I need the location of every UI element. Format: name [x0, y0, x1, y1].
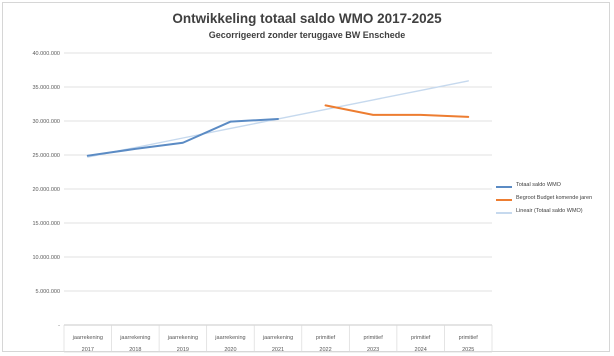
x-tick-label: 2023 [367, 347, 379, 353]
x-tick-label: 2025 [462, 347, 474, 353]
legend-label-lineair: Lineair (Totaal saldo WMO) [516, 208, 583, 214]
legend-item-begroot-budget: Begroot Budget komende jaren [496, 194, 612, 207]
x-tick-label: jaarrekening [72, 335, 103, 341]
legend-label-totaal-saldo: Totaal saldo WMO [516, 182, 561, 188]
y-tick-label: 25.000.000 [32, 153, 60, 159]
legend-swatch-begroot-budget [496, 199, 512, 201]
chart-legend: Totaal saldo WMO Begroot Budget komende … [496, 181, 612, 220]
y-tick-label: 5.000.000 [36, 289, 60, 295]
y-tick-label: 20.000.000 [32, 187, 60, 193]
chart-title: Ontwikkeling totaal saldo WMO 2017-2025 [172, 11, 442, 26]
x-tick-label: jaarrekening [214, 335, 245, 341]
y-tick-label: - [58, 323, 60, 329]
x-tick-label: 2020 [224, 347, 236, 353]
y-tick-label: 10.000.000 [32, 255, 60, 261]
x-tick-label: primitief [363, 335, 383, 341]
series-line-begroot-budget [324, 104, 470, 118]
x-tick-label: 2021 [272, 347, 284, 353]
x-tick-label: 2024 [415, 347, 427, 353]
x-tick-label: 2018 [129, 347, 141, 353]
x-tick-label: jaarrekening [167, 335, 198, 341]
x-tick-label: primitief [316, 335, 336, 341]
legend-swatch-totaal-saldo [496, 186, 512, 188]
legend-item-lineair: Lineair (Totaal saldo WMO) [496, 207, 612, 220]
legend-swatch-lineair [496, 212, 512, 214]
x-tick-label: 2017 [82, 347, 94, 353]
y-tick-label: 30.000.000 [32, 119, 60, 125]
x-tick-label: jaarrekening [262, 335, 293, 341]
chart-subtitle: Gecorrigeerd zonder teruggave BW Ensched… [208, 30, 406, 40]
y-tick-label: 35.000.000 [32, 85, 60, 91]
x-tick-label: primitief [411, 335, 431, 341]
y-tick-label: 15.000.000 [32, 221, 60, 227]
x-tick-label: jaarrekening [119, 335, 150, 341]
x-tick-label: 2022 [319, 347, 331, 353]
legend-item-totaal-saldo: Totaal saldo WMO [496, 181, 612, 194]
y-tick-label: 40.000.000 [32, 51, 60, 57]
x-tick-label: 2019 [177, 347, 189, 353]
legend-label-begroot-budget: Begroot Budget komende jaren [516, 195, 593, 201]
chart-frame [2, 2, 610, 352]
x-tick-label: primitief [459, 335, 479, 341]
series-line-totaal-saldo [86, 117, 279, 157]
